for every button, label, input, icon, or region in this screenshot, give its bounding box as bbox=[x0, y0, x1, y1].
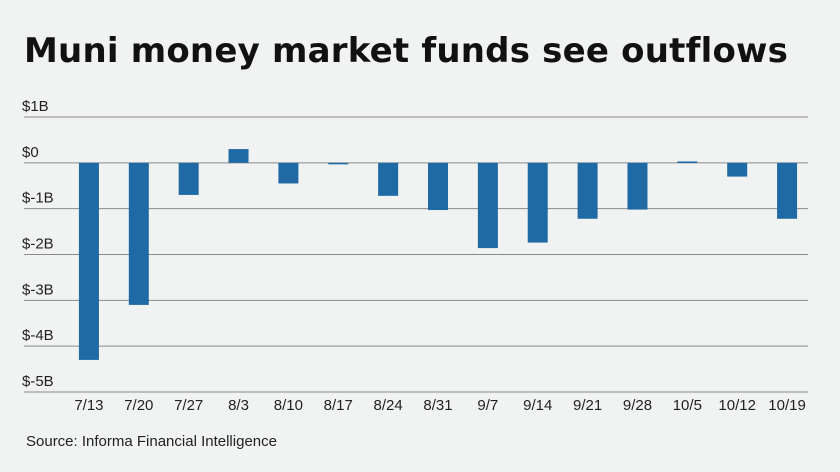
bar bbox=[477, 162, 498, 249]
x-tick-label: 8/31 bbox=[423, 397, 452, 414]
y-gridlines bbox=[24, 116, 808, 393]
y-tick-label: $-4B bbox=[22, 327, 54, 344]
y-tick-label: $0 bbox=[22, 144, 39, 161]
bar bbox=[527, 162, 548, 243]
bar bbox=[228, 149, 249, 163]
x-tick-label: 9/28 bbox=[623, 397, 652, 414]
x-tick-label: 9/7 bbox=[477, 397, 498, 414]
bar bbox=[128, 162, 149, 305]
x-axis-tick-labels: 7/13 7/20 7/27 8/3 8/10 8/17 8/24 8/31 9/7 9/14 9/… bbox=[74, 397, 806, 414]
bar bbox=[577, 162, 598, 219]
x-tick-label: 8/24 bbox=[374, 397, 403, 414]
y-tick-label: $-2B bbox=[22, 236, 54, 253]
bar bbox=[378, 162, 399, 196]
bar-series bbox=[78, 149, 798, 360]
bar bbox=[328, 162, 349, 165]
y-tick-label: $-1B bbox=[22, 190, 54, 207]
bar bbox=[777, 162, 798, 219]
bar bbox=[627, 162, 648, 210]
y-tick-label: $-3B bbox=[22, 281, 54, 298]
y-tick-label: $1B bbox=[22, 98, 49, 115]
x-tick-label: 7/20 bbox=[124, 397, 153, 414]
y-tick-label: $-5B bbox=[22, 373, 54, 390]
x-tick-label: 8/3 bbox=[228, 397, 249, 414]
chart-source: Source: Informa Financial Intelligence bbox=[26, 433, 277, 450]
bar bbox=[178, 162, 199, 195]
bar bbox=[78, 162, 99, 360]
x-tick-label: 10/19 bbox=[768, 397, 806, 414]
chart-title: Muni money market funds see outflows bbox=[24, 31, 789, 71]
bar bbox=[278, 162, 299, 184]
x-tick-label: 10/12 bbox=[718, 397, 756, 414]
x-tick-label: 7/27 bbox=[174, 397, 203, 414]
bar bbox=[428, 162, 448, 211]
x-tick-label: 8/10 bbox=[274, 397, 303, 414]
x-tick-label: 8/17 bbox=[324, 397, 353, 414]
x-tick-label: 9/14 bbox=[523, 397, 552, 414]
y-axis-tick-labels: $1B $0 $-1B $-2B $-3B $-4B $-5B bbox=[22, 98, 54, 390]
x-tick-label: 10/5 bbox=[673, 397, 702, 414]
x-tick-label: 9/21 bbox=[573, 397, 602, 414]
bar bbox=[727, 162, 748, 177]
x-tick-label: 7/13 bbox=[74, 397, 103, 414]
bar bbox=[677, 161, 698, 163]
